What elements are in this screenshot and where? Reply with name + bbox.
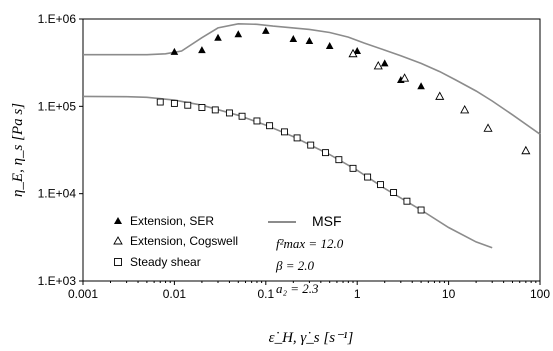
marker-ser bbox=[289, 35, 298, 43]
marker-steady-shear bbox=[238, 112, 246, 120]
y-axis-label: η_E, η_s [Pa s] bbox=[10, 103, 26, 197]
plot-frame bbox=[82, 18, 541, 282]
marker-steady-shear bbox=[349, 164, 357, 172]
marker-ser bbox=[214, 33, 222, 41]
y-tick-label: 1.E+05 bbox=[38, 99, 77, 113]
parameters: f²max = 12.0 β = 2.0 a₂ = 2.3 bbox=[275, 236, 344, 296]
param-beta-text: β = 2.0 bbox=[275, 258, 314, 273]
marker-steady-shear bbox=[364, 173, 372, 181]
x-tick-label: 1 bbox=[354, 287, 361, 301]
x-axis-label: ε̇_H, γ̇_s [s⁻¹] bbox=[269, 330, 354, 346]
marker-cogswell bbox=[400, 73, 410, 82]
marker-steady-shear bbox=[156, 98, 164, 106]
param-f-text: f²max = 12.0 bbox=[276, 236, 344, 251]
marker-cogswell bbox=[483, 123, 493, 132]
msf-lines bbox=[82, 22, 541, 249]
param-a2-text: a₂ = 2.3 bbox=[276, 281, 319, 296]
marker-steady-shear bbox=[170, 99, 178, 107]
legend-marker-filled-triangle bbox=[114, 217, 122, 224]
marker-steady-shear bbox=[417, 206, 425, 214]
marker-ser bbox=[305, 36, 314, 44]
y-tick-label: 1.E+04 bbox=[38, 187, 77, 201]
marker-ser bbox=[417, 82, 425, 90]
marker-ser bbox=[198, 46, 206, 54]
marker-steady-shear bbox=[253, 117, 261, 125]
marker-steady-shear bbox=[211, 106, 219, 114]
marker-cogswell bbox=[348, 48, 358, 58]
legend-label-ser: Extension, SER bbox=[130, 214, 214, 228]
marker-cogswell bbox=[460, 104, 470, 114]
legend-label-steady-shear: Steady shear bbox=[130, 255, 201, 269]
y-axis-label-text: η_E, η_s [Pa s] bbox=[10, 103, 26, 197]
msf-shear-curve bbox=[82, 95, 493, 249]
marker-steady-shear bbox=[266, 122, 274, 130]
marker-steady-shear bbox=[281, 128, 288, 136]
marker-steady-shear bbox=[322, 149, 329, 157]
marker-steady-shear bbox=[390, 189, 398, 196]
marker-cogswell bbox=[435, 91, 445, 100]
x-tick-label: 0.1 bbox=[257, 287, 274, 301]
marker-steady-shear bbox=[225, 109, 233, 117]
marker-ser bbox=[170, 47, 179, 55]
msf-extension-curve bbox=[83, 22, 541, 135]
x-tick-label: 0.01 bbox=[163, 287, 187, 301]
marker-steady-shear bbox=[403, 197, 411, 205]
legend-marker-open-triangle bbox=[113, 236, 123, 245]
marker-steady-shear bbox=[335, 156, 343, 164]
marker-ser bbox=[380, 59, 389, 67]
x-tick-label: 100 bbox=[530, 287, 550, 301]
marker-ser bbox=[262, 26, 270, 34]
marker-cogswell bbox=[373, 61, 383, 70]
marker-steady-shear bbox=[307, 141, 315, 149]
marker-ser bbox=[234, 30, 243, 38]
legend-label-cogswell: Extension, Cogswell bbox=[130, 234, 238, 248]
marker-ser bbox=[325, 42, 334, 50]
marker-steady-shear bbox=[184, 101, 192, 109]
legend-label-msf: MSF bbox=[312, 213, 342, 229]
x-tick-label: 10 bbox=[442, 287, 456, 301]
y-tick-label: 1.E+06 bbox=[38, 12, 77, 26]
marker-steady-shear bbox=[293, 134, 301, 142]
y-ticks: 1.E+03 1.E+04 1.E+05 1.E+06 bbox=[38, 12, 83, 288]
marker-steady-shear bbox=[377, 181, 384, 189]
x-ticks: 0.001 0.01 0.1 1 10 100 bbox=[68, 281, 550, 301]
marker-steady-shear bbox=[198, 104, 206, 111]
legend-marker-open-square bbox=[114, 258, 122, 266]
legend: Extension, SER Extension, Cogswell Stead… bbox=[113, 213, 342, 269]
y-tick-label: 1.E+03 bbox=[38, 274, 77, 288]
marker-ser bbox=[353, 47, 361, 55]
x-tick-label: 0.001 bbox=[68, 287, 98, 301]
marker-cogswell bbox=[521, 145, 531, 155]
markers bbox=[156, 26, 531, 214]
